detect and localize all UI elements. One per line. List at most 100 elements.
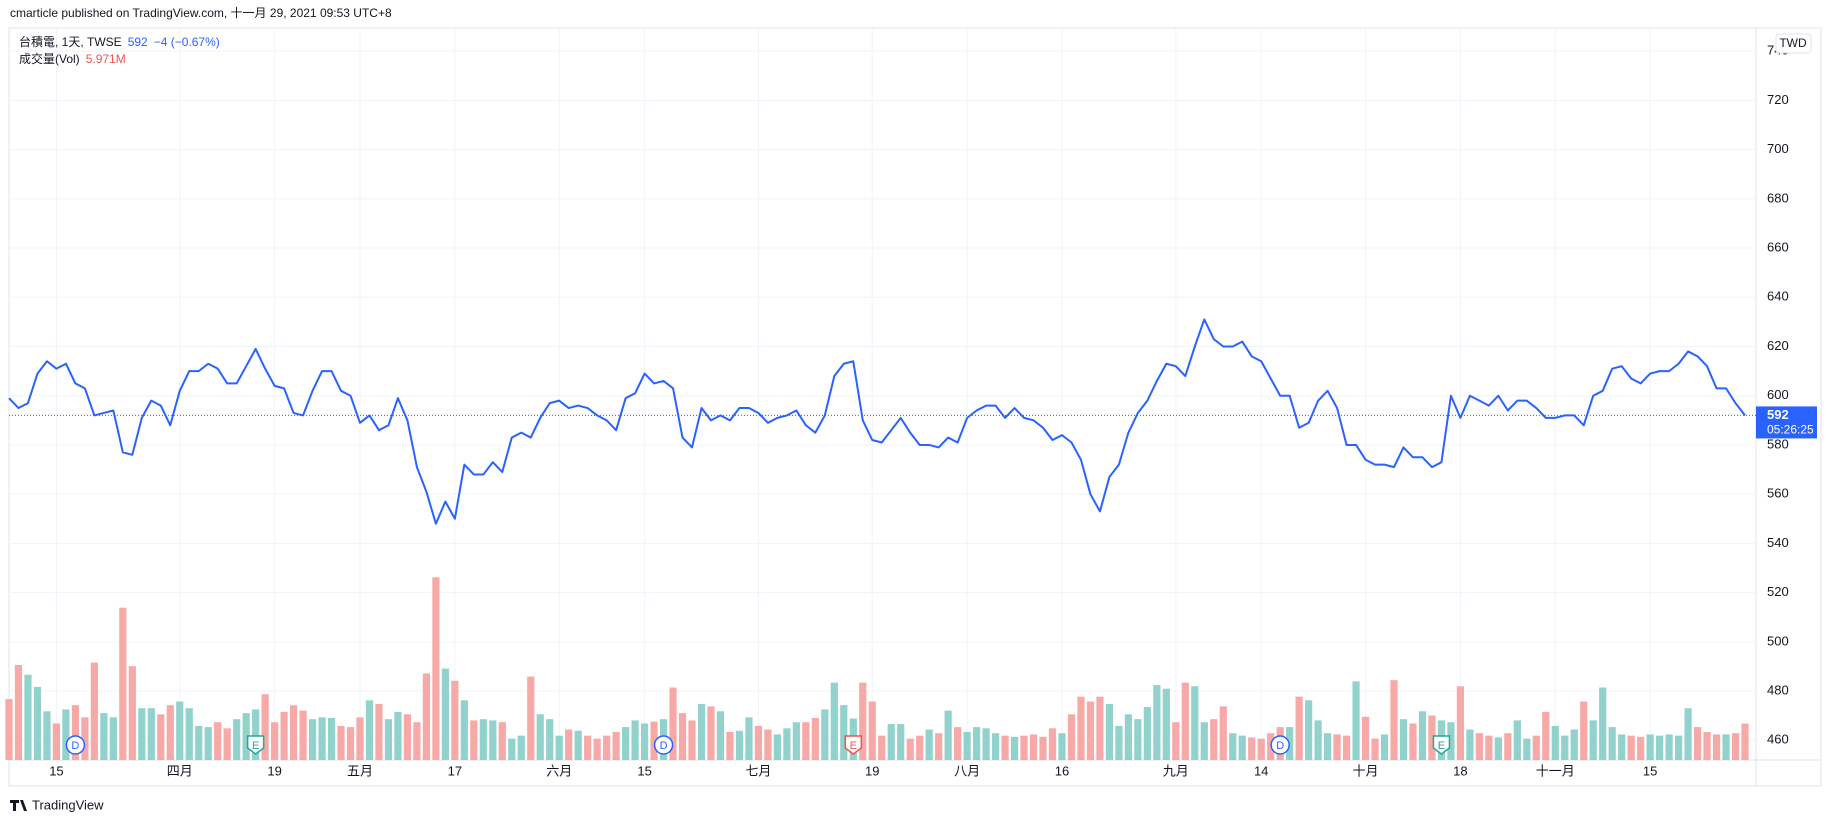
volume-bar (536, 714, 544, 760)
x-tick-label: 19 (865, 763, 879, 778)
x-tick-label: 15 (49, 763, 63, 778)
volume-bar (128, 666, 136, 760)
volume-bar (830, 682, 838, 760)
x-tick-label: 14 (1254, 763, 1268, 778)
volume-bar (81, 717, 89, 760)
y-tick-label: 540 (1767, 535, 1789, 550)
volume-bar (1010, 736, 1019, 760)
volume-bar (460, 700, 468, 760)
volume-bar (271, 722, 279, 760)
volume-bar (1172, 722, 1180, 760)
volume-bar (1656, 735, 1664, 760)
volume-bar (1134, 719, 1142, 760)
volume-bar (697, 703, 706, 760)
volume-bar (1162, 688, 1170, 760)
volume-bar (1409, 723, 1417, 760)
volume-bar (166, 705, 174, 760)
volume-bar (584, 735, 592, 760)
volume-bar (1475, 733, 1483, 760)
event-marker (844, 735, 863, 755)
volume-bar (147, 708, 155, 760)
volume-bar (603, 735, 611, 760)
logo-mark (10, 800, 27, 811)
volume-bar (868, 701, 876, 760)
volume-bar (1731, 733, 1740, 760)
last-price: 592 (127, 35, 148, 49)
volume-bar (1665, 734, 1673, 760)
volume-bar (640, 723, 649, 760)
volume-bar (432, 577, 440, 760)
volume-bar (24, 674, 32, 760)
volume-bar (403, 714, 412, 760)
price-tag (1756, 406, 1817, 439)
volume-bar (384, 719, 393, 760)
event-label: E (850, 740, 857, 752)
volume-bar (1314, 720, 1322, 760)
volume-bar (593, 738, 601, 760)
volume-bar (1371, 738, 1379, 760)
volume-bar (441, 668, 449, 760)
volume-bar (1674, 735, 1683, 760)
axes: 460 480 500 520 540 560 580 600 620 640 660 680 700 7… (49, 43, 1817, 778)
volume-bar (1627, 735, 1635, 760)
volume-bar (289, 705, 298, 760)
volume-bar (1456, 686, 1465, 760)
volume-bar (678, 713, 687, 760)
volume-bar (802, 722, 810, 760)
volume-bar (555, 735, 563, 760)
volume-bar (14, 664, 23, 760)
currency-box[interactable] (1775, 33, 1812, 54)
symbol: 台積電, 1天, TWSE (19, 35, 122, 49)
volume-bar (479, 719, 487, 760)
volume-bar (176, 701, 184, 760)
volume-bar (821, 709, 829, 760)
x-tick-label: 15 (637, 763, 651, 778)
y-tick-label: 680 (1767, 190, 1789, 205)
volume-bar (1305, 700, 1313, 760)
volume-bar (52, 723, 61, 760)
volume-bar (280, 711, 288, 760)
volume-bar (1580, 701, 1588, 760)
x-tick-label: 八月 (954, 763, 980, 778)
x-tick-label: 16 (1055, 763, 1069, 778)
y-tick-label: 560 (1767, 486, 1789, 501)
volume-bar (991, 733, 1000, 760)
volume-bar (261, 694, 269, 760)
volume-bar (1712, 734, 1721, 760)
volume-bar (1684, 708, 1692, 760)
volume-bar (1352, 681, 1360, 760)
grid (9, 28, 1756, 760)
event-marker (653, 735, 674, 755)
volume-bar (204, 727, 212, 760)
volume-bar (1115, 725, 1123, 760)
volume-bar (1295, 696, 1303, 760)
event-label: D (1276, 740, 1284, 752)
volume-bar (1551, 725, 1559, 760)
volume-bar (1219, 706, 1227, 760)
volume-bar (1324, 733, 1332, 760)
volume-bar (1361, 716, 1370, 760)
volume-bar (1248, 737, 1256, 760)
volume-bar (1342, 735, 1351, 760)
volume-bar (1001, 735, 1009, 760)
volume-bar (1390, 680, 1398, 760)
volume-bar (1124, 714, 1132, 760)
volume-bar (1428, 715, 1436, 760)
y-tick-label: 520 (1767, 584, 1789, 599)
volume-bar (33, 686, 42, 760)
volume-bar (612, 731, 620, 760)
volume-bar (1039, 736, 1047, 760)
volume-bar (565, 729, 573, 760)
volume-bar (622, 727, 630, 760)
volume-bar (185, 708, 193, 760)
volume-bar (223, 728, 231, 760)
volume-bar (1485, 735, 1493, 760)
price-line (8, 318, 1746, 525)
volume-bar (242, 713, 250, 760)
volume-bar (1210, 719, 1218, 760)
volume-bar (308, 719, 317, 760)
event-marker (246, 735, 265, 755)
volume-bar (1504, 733, 1512, 760)
volume-bar (1570, 729, 1578, 760)
